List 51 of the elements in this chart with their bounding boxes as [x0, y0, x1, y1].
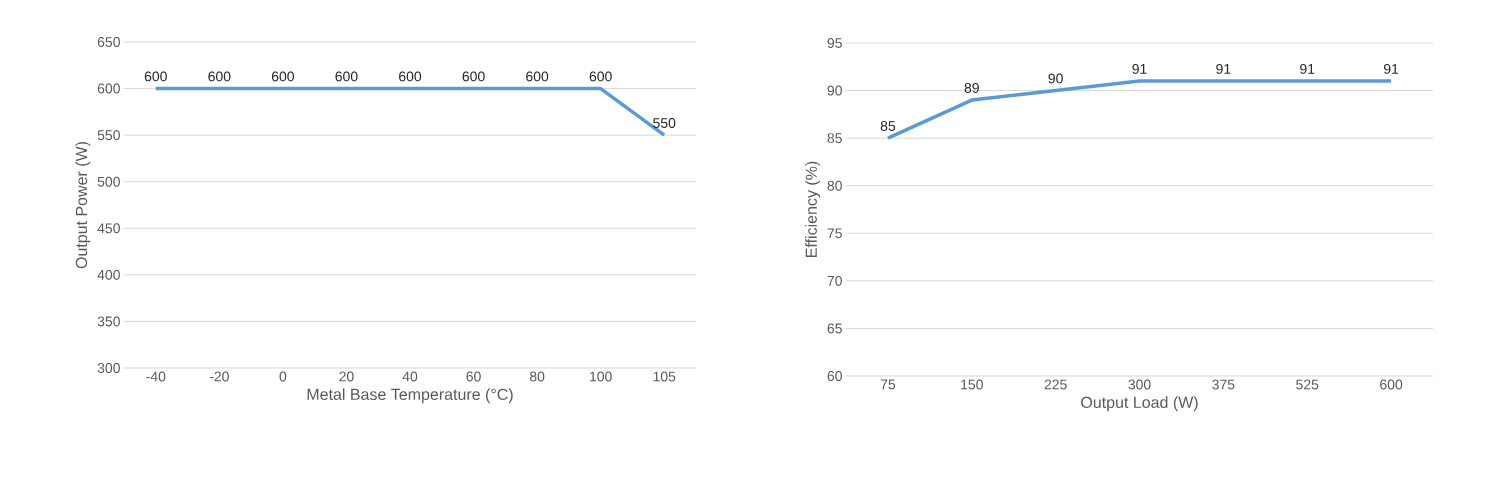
- data-label: 600: [526, 71, 549, 82]
- x-tick-label: 525: [1296, 379, 1319, 390]
- y-tick-label: 350: [97, 316, 120, 327]
- x-tick-label: -40: [146, 371, 166, 382]
- data-label: 600: [335, 71, 358, 82]
- y-tick-label: 450: [97, 223, 120, 234]
- y-tick-label: 600: [97, 83, 120, 94]
- x-tick-label: 225: [1044, 379, 1067, 390]
- data-label: 600: [271, 71, 295, 82]
- y-tick-label: 650: [97, 37, 120, 47]
- x-tick-label: 40: [402, 371, 418, 382]
- data-label: 600: [462, 71, 485, 82]
- x-tick-label: 600: [1380, 379, 1403, 390]
- data-label: 91: [1216, 63, 1231, 74]
- x-tick-label: 375: [1212, 379, 1235, 390]
- y-tick-label: 500: [97, 176, 120, 187]
- x-tick-label: 0: [279, 371, 287, 382]
- data-label: 600: [399, 71, 422, 82]
- y-axis-title: Efficiency (%): [805, 161, 821, 257]
- x-tick-label: 150: [961, 379, 983, 390]
- data-label: 600: [589, 71, 612, 82]
- data-label: 600: [208, 71, 231, 82]
- x-axis-title: Output Load (W): [1081, 396, 1198, 412]
- data-label: 600: [144, 71, 167, 82]
- y-tick-label: 90: [827, 85, 842, 96]
- data-label: 550: [653, 118, 676, 128]
- x-axis-title: Metal Base Temperature (°C): [307, 388, 513, 404]
- data-label: 91: [1300, 63, 1315, 74]
- y-tick-label: 85: [827, 133, 842, 144]
- x-tick-label: 300: [1128, 379, 1151, 390]
- y-tick-label: 70: [827, 275, 842, 286]
- x-tick-label: 100: [590, 371, 612, 382]
- x-tick-label: 105: [653, 371, 676, 382]
- x-tick-label: 75: [880, 379, 896, 390]
- x-tick-label: 80: [529, 371, 545, 382]
- data-label: 91: [1383, 63, 1399, 74]
- x-tick-label: -20: [209, 371, 229, 382]
- x-tick-label: 20: [339, 371, 354, 382]
- y-tick-label: 75: [827, 228, 842, 239]
- data-label: 91: [1132, 63, 1147, 74]
- y-tick-label: 80: [827, 180, 842, 191]
- data-label: 89: [964, 82, 979, 93]
- y-axis-title: Output Power (W): [75, 141, 91, 269]
- data-label: 85: [880, 121, 896, 131]
- data-label: 90: [1048, 73, 1063, 84]
- y-tick-label: 400: [97, 269, 120, 280]
- y-tick-label: 65: [827, 323, 842, 334]
- y-tick-label: 300: [97, 363, 120, 373]
- x-tick-label: 60: [466, 371, 481, 382]
- y-tick-label: 95: [827, 38, 842, 48]
- y-tick-label: 550: [97, 130, 120, 141]
